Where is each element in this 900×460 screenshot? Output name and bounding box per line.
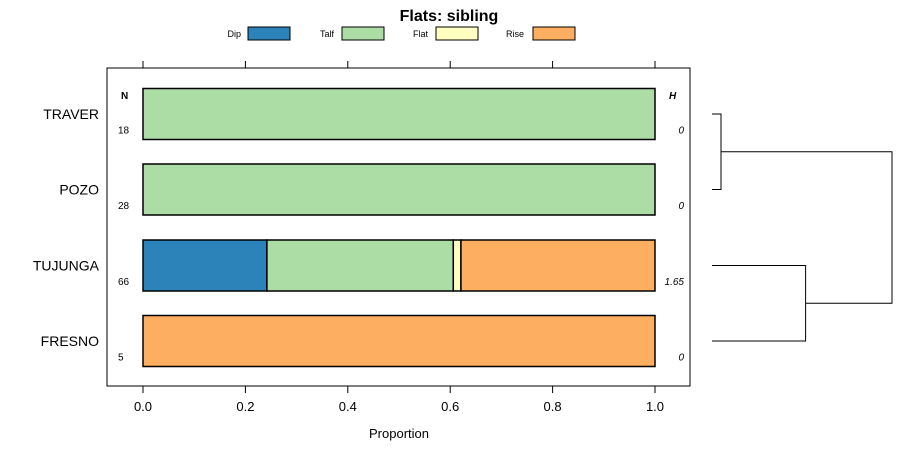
h-value: 0 — [678, 353, 684, 364]
legend-label-rise: Rise — [506, 29, 524, 39]
legend-label-flat: Flat — [413, 29, 429, 39]
h-header: H — [669, 91, 677, 102]
legend-swatch-dip — [247, 26, 291, 41]
category-labels: TRAVER POZO TUJUNGA FRESNO — [33, 106, 100, 349]
chart-title: Flats: sibling — [400, 8, 499, 25]
n-header: N — [121, 91, 128, 102]
bar-tujunga-flat — [452, 239, 462, 292]
x-tick-label: 0.8 — [544, 399, 562, 414]
bar-pozo-talf — [142, 163, 656, 216]
dendrogram — [712, 113, 893, 342]
h-value: 0 — [678, 201, 684, 212]
bar-tujunga-rise — [460, 239, 656, 292]
bars — [142, 87, 656, 368]
legend: Dip Talf Flat Rise — [227, 26, 576, 41]
legend-label-talf: Talf — [320, 29, 335, 39]
legend-label-dip: Dip — [227, 29, 241, 39]
legend-swatch-talf — [341, 26, 385, 41]
x-axis: 0.0 0.2 0.4 0.6 0.8 1.0 — [134, 61, 664, 414]
dendrogram-branch — [712, 265, 807, 342]
x-tick-label: 0.4 — [339, 399, 357, 414]
h-value: 1.65 — [665, 277, 685, 288]
n-h-annotations: N H 18 0 28 0 66 1.65 5 0 — [118, 91, 684, 364]
dendrogram-branch — [712, 113, 722, 190]
x-tick-label: 1.0 — [646, 399, 664, 414]
bar-traver-talf — [142, 87, 656, 141]
dendrogram-branch — [721, 151, 893, 304]
n-value: 28 — [118, 201, 130, 212]
category-label-pozo: POZO — [59, 182, 99, 198]
x-tick-label: 0.0 — [134, 399, 152, 414]
n-value: 5 — [118, 353, 124, 364]
n-value: 66 — [118, 277, 130, 288]
bar-fresno-rise — [142, 314, 656, 368]
plot-frame — [106, 67, 691, 387]
x-tick-label: 0.2 — [236, 399, 254, 414]
category-label-fresno: FRESNO — [41, 333, 99, 349]
n-value: 18 — [118, 126, 130, 137]
legend-swatch-flat — [435, 26, 479, 41]
category-label-traver: TRAVER — [43, 106, 99, 122]
h-value: 0 — [678, 126, 684, 137]
bar-tujunga-talf — [266, 239, 455, 292]
x-tick-label: 0.6 — [441, 399, 459, 414]
legend-swatch-rise — [532, 26, 576, 41]
x-axis-label: Proportion — [369, 426, 429, 441]
category-label-tujunga: TUJUNGA — [33, 258, 100, 274]
bar-tujunga-dip — [142, 239, 268, 292]
